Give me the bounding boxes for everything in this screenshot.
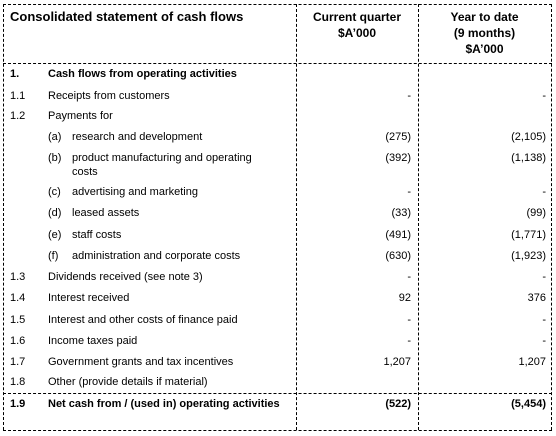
row-label: Interest and other costs of finance paid <box>48 314 238 326</box>
header-line: Year to date <box>450 10 519 24</box>
year-to-date-value: (1,923) <box>511 250 546 262</box>
row-label: Dividends received (see note 3) <box>48 271 203 283</box>
row-label: Income taxes paid <box>48 335 138 347</box>
current-quarter-value: - <box>407 314 411 326</box>
row-label: Other (provide details if material) <box>48 376 208 388</box>
year-to-date-value: (1,138) <box>511 152 546 164</box>
year-to-date-value: (2,105) <box>511 131 546 143</box>
year-to-date-value: - <box>542 271 546 283</box>
row-label: leased assets <box>72 207 140 219</box>
row-label: Net cash from / (used in) operating acti… <box>48 398 280 410</box>
current-quarter-value: (522) <box>385 398 411 410</box>
row-label: administration and corporate costs <box>72 250 241 262</box>
title: Consolidated statement of cash flows <box>10 9 244 24</box>
row-number: 1.4 <box>10 292 26 304</box>
header-line: Current quarter <box>312 10 401 24</box>
year-to-date-value: (1,771) <box>511 229 546 241</box>
row-number: 1.8 <box>10 376 26 388</box>
row-label: staff costs <box>72 229 122 241</box>
row-number: 1.1 <box>10 90 26 102</box>
year-to-date-value: 376 <box>527 292 546 304</box>
total-divider <box>3 393 552 394</box>
year-to-date-value: 1,207 <box>518 356 546 368</box>
row-label: Receipts from customers <box>48 90 170 102</box>
border <box>3 4 4 430</box>
header-line: (9 months) <box>453 26 516 40</box>
row-number: 1.3 <box>10 271 26 283</box>
row-label: Interest received <box>48 292 130 304</box>
year-to-date-value: - <box>542 335 546 347</box>
item-letter: (d) <box>48 207 62 219</box>
row-number: 1.6 <box>10 335 26 347</box>
border <box>3 4 552 5</box>
current-quarter-value: (392) <box>385 152 411 164</box>
row-label: Cash flows from operating activities <box>48 68 237 80</box>
row-label: Government grants and tax incentives <box>48 356 234 368</box>
current-quarter-value: 1,207 <box>383 356 411 368</box>
column-divider <box>296 4 297 430</box>
current-quarter-value: - <box>407 90 411 102</box>
current-quarter-value: - <box>407 271 411 283</box>
item-letter: (b) <box>48 152 62 164</box>
border <box>3 430 552 431</box>
row-number: 1.7 <box>10 356 26 368</box>
current-quarter-value: (33) <box>391 207 411 219</box>
header-line: $A’000 <box>337 26 377 40</box>
row-number: 1.9 <box>10 398 26 410</box>
column-header: Year to date (9 months) $A’000 <box>418 9 551 57</box>
item-letter: (c) <box>48 186 61 198</box>
row-label: product manufacturing and operating cost… <box>72 152 252 178</box>
current-quarter-value: - <box>407 335 411 347</box>
current-quarter-value: (491) <box>385 229 411 241</box>
item-letter: (e) <box>48 229 62 241</box>
current-quarter-value: (630) <box>385 250 411 262</box>
year-to-date-value: - <box>542 314 546 326</box>
row-label: Payments for <box>48 110 113 122</box>
year-to-date-value: - <box>542 90 546 102</box>
current-quarter-value: 92 <box>398 292 411 304</box>
column-divider <box>418 4 419 430</box>
item-letter: (a) <box>48 131 62 143</box>
row-label: research and development <box>72 131 203 143</box>
year-to-date-value: - <box>542 186 546 198</box>
item-letter: (f) <box>48 250 59 262</box>
border <box>551 4 552 430</box>
header-divider <box>3 63 552 64</box>
header-line: $A’000 <box>465 42 504 56</box>
row-number: 1. <box>10 68 20 80</box>
current-quarter-value: - <box>407 186 411 198</box>
row-number: 1.2 <box>10 110 26 122</box>
row-number: 1.5 <box>10 314 26 326</box>
year-to-date-value: (5,454) <box>511 398 546 410</box>
current-quarter-value: (275) <box>385 131 411 143</box>
row-label: advertising and marketing <box>72 186 198 198</box>
column-header: Current quarter $A’000 <box>296 9 418 41</box>
year-to-date-value: (99) <box>526 207 546 219</box>
